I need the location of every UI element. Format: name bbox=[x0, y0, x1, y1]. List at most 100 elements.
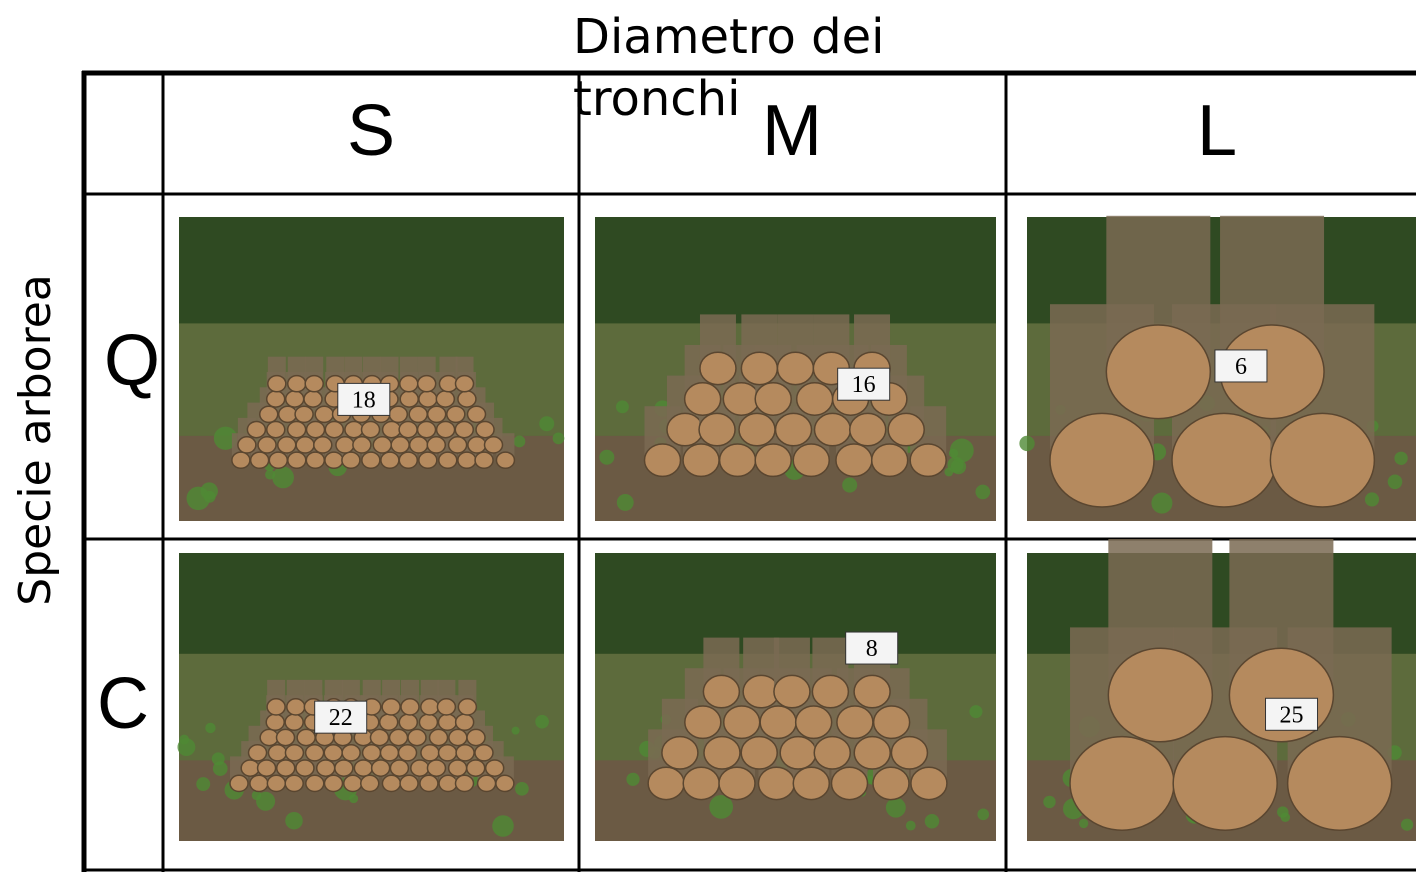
log-end bbox=[277, 436, 297, 454]
leaf bbox=[349, 794, 359, 804]
log-end bbox=[408, 436, 429, 454]
photo-foliage bbox=[595, 217, 996, 324]
log-end bbox=[303, 390, 323, 408]
log-end bbox=[682, 443, 720, 478]
log-end bbox=[407, 728, 427, 747]
log-end bbox=[335, 436, 355, 454]
log-end bbox=[438, 774, 458, 793]
log-end bbox=[910, 766, 948, 801]
log-end bbox=[277, 405, 298, 424]
log-end bbox=[305, 451, 326, 470]
log-end bbox=[474, 451, 494, 470]
photo-foliage bbox=[179, 553, 564, 654]
leaf bbox=[272, 466, 294, 489]
leaf bbox=[203, 490, 216, 503]
log-end bbox=[890, 735, 929, 770]
photo: 22 bbox=[177, 553, 564, 841]
log-end bbox=[369, 728, 390, 747]
table-grid bbox=[81, 70, 1416, 872]
leaf bbox=[552, 432, 565, 445]
log-end bbox=[853, 735, 891, 770]
log-end bbox=[324, 420, 345, 439]
log-end bbox=[268, 451, 289, 470]
leaf bbox=[1364, 492, 1380, 507]
log-end bbox=[380, 451, 400, 470]
log-end bbox=[447, 436, 468, 454]
log-end bbox=[294, 405, 314, 424]
log-end bbox=[360, 420, 381, 439]
log-end bbox=[275, 728, 296, 747]
log-end bbox=[757, 766, 796, 801]
log-end bbox=[457, 698, 478, 716]
log-end bbox=[792, 443, 830, 478]
log-end bbox=[466, 405, 487, 424]
log-end bbox=[448, 728, 468, 747]
leaf bbox=[515, 781, 529, 796]
log-end bbox=[304, 743, 325, 762]
leaf bbox=[511, 726, 520, 735]
log-end bbox=[474, 743, 494, 762]
log-end bbox=[341, 451, 361, 470]
leaf bbox=[535, 714, 549, 729]
log-end bbox=[420, 698, 440, 716]
log-end bbox=[830, 766, 869, 801]
log-end bbox=[484, 759, 505, 777]
log-end bbox=[353, 759, 374, 777]
leaf bbox=[539, 416, 555, 432]
log-end bbox=[305, 774, 325, 793]
log-end bbox=[813, 735, 852, 770]
leaf bbox=[492, 815, 514, 837]
log-end bbox=[795, 382, 834, 416]
log-end bbox=[381, 774, 402, 793]
log-end bbox=[286, 698, 306, 716]
leaf bbox=[944, 467, 954, 477]
log-end bbox=[682, 766, 720, 801]
log-end bbox=[454, 713, 475, 732]
photo-tag bbox=[845, 631, 899, 665]
log-end bbox=[314, 405, 334, 424]
photo-tag bbox=[1265, 697, 1319, 731]
photo-foliage bbox=[179, 217, 564, 324]
log-end bbox=[466, 728, 486, 747]
log-end bbox=[284, 743, 305, 762]
log-end bbox=[420, 743, 440, 762]
log-end bbox=[399, 374, 419, 393]
log-end bbox=[379, 743, 400, 762]
photo: 16 bbox=[595, 217, 996, 521]
log-end bbox=[237, 436, 257, 454]
log-end bbox=[887, 412, 925, 447]
log-end bbox=[1049, 412, 1155, 508]
log-end bbox=[295, 759, 315, 777]
log-end bbox=[435, 420, 456, 439]
log-end bbox=[853, 674, 891, 709]
log-end bbox=[476, 774, 497, 793]
photo-number: 6 bbox=[1235, 354, 1247, 380]
log-end bbox=[267, 374, 287, 393]
log-end bbox=[872, 705, 911, 740]
leaf bbox=[975, 484, 991, 500]
leaf bbox=[626, 772, 640, 786]
leaf bbox=[1387, 474, 1403, 490]
log-end bbox=[495, 451, 516, 470]
log-end bbox=[426, 405, 447, 424]
log-end bbox=[370, 759, 391, 777]
log-end bbox=[722, 382, 761, 416]
leaf bbox=[513, 435, 526, 448]
log-end bbox=[315, 759, 336, 777]
log-end bbox=[454, 374, 475, 393]
log-end bbox=[467, 436, 487, 454]
log-end bbox=[870, 443, 909, 478]
leaf bbox=[285, 811, 303, 830]
leaf bbox=[1078, 818, 1089, 829]
log-end bbox=[666, 412, 704, 447]
log-end bbox=[259, 728, 279, 747]
log-end bbox=[495, 774, 515, 793]
column-header: M bbox=[762, 91, 822, 171]
photo: 18 bbox=[179, 217, 565, 521]
leaf bbox=[196, 777, 211, 791]
photo-number: 18 bbox=[352, 387, 376, 413]
log-end bbox=[249, 774, 269, 793]
leaf bbox=[251, 790, 262, 801]
